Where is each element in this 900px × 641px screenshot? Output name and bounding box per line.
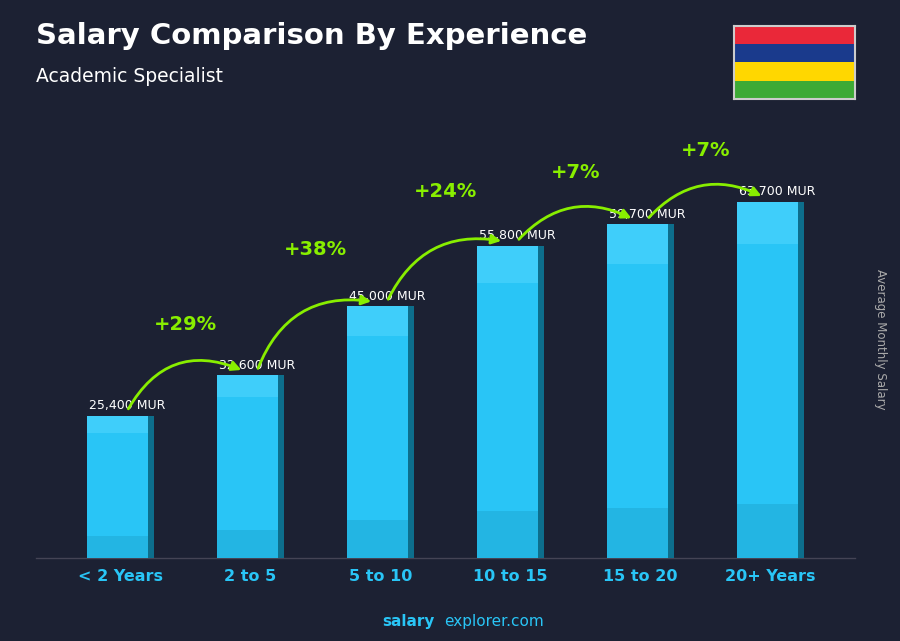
Bar — [148, 416, 154, 558]
Bar — [278, 376, 284, 558]
Bar — [217, 376, 278, 397]
Bar — [477, 511, 538, 558]
Bar — [734, 62, 855, 81]
Bar — [734, 81, 855, 99]
Bar — [477, 246, 538, 283]
Bar — [346, 306, 409, 337]
Bar — [607, 224, 674, 558]
Bar — [346, 306, 414, 558]
Text: +7%: +7% — [551, 163, 600, 182]
Bar — [217, 530, 278, 558]
Bar — [798, 202, 805, 558]
Bar — [737, 202, 805, 558]
Text: Academic Specialist: Academic Specialist — [36, 67, 223, 87]
Text: 59,700 MUR: 59,700 MUR — [609, 208, 686, 221]
Bar — [607, 508, 668, 558]
Text: 45,000 MUR: 45,000 MUR — [349, 290, 426, 303]
Text: 32,600 MUR: 32,600 MUR — [220, 359, 295, 372]
Bar — [668, 224, 674, 558]
Bar — [217, 376, 284, 558]
Bar — [538, 246, 544, 558]
Bar — [734, 26, 855, 44]
Bar — [737, 504, 798, 558]
Text: 25,400 MUR: 25,400 MUR — [89, 399, 166, 412]
Bar — [86, 416, 154, 558]
Bar — [346, 520, 409, 558]
Text: Average Monthly Salary: Average Monthly Salary — [874, 269, 886, 410]
Bar — [477, 246, 544, 558]
Text: +38%: +38% — [284, 240, 347, 259]
Text: 63,700 MUR: 63,700 MUR — [739, 185, 815, 198]
Text: Salary Comparison By Experience: Salary Comparison By Experience — [36, 22, 587, 51]
Bar — [607, 224, 668, 264]
Bar — [86, 537, 148, 558]
Text: +24%: +24% — [414, 182, 477, 201]
Text: +7%: +7% — [680, 141, 730, 160]
Bar — [86, 416, 148, 433]
Text: +29%: +29% — [154, 315, 217, 333]
Text: explorer.com: explorer.com — [444, 615, 544, 629]
Bar — [409, 306, 414, 558]
Bar — [737, 202, 798, 244]
Text: 55,800 MUR: 55,800 MUR — [480, 229, 556, 242]
Text: salary: salary — [382, 615, 435, 629]
Bar — [734, 44, 855, 62]
